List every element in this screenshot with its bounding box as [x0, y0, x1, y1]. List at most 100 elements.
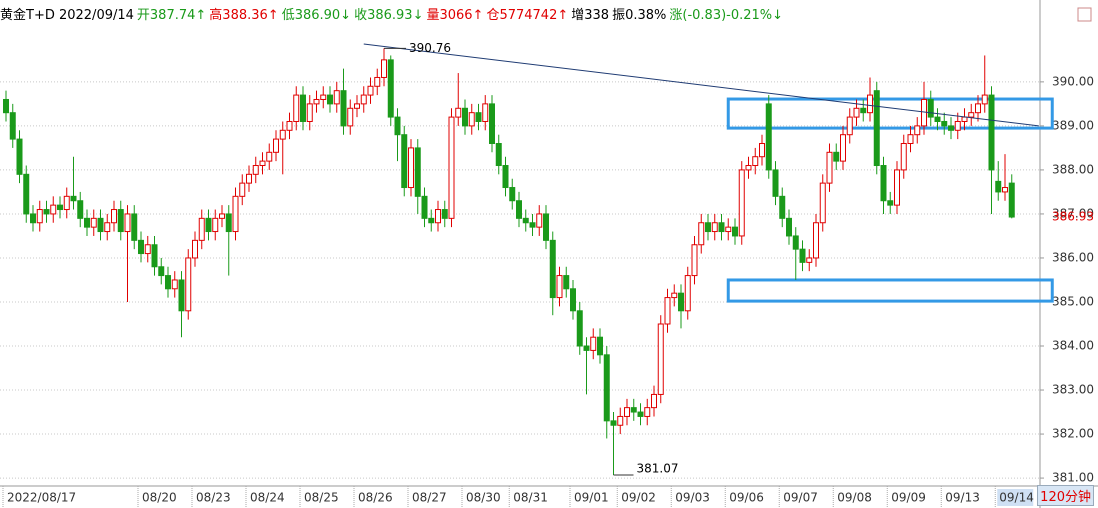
- candle-body: [961, 116, 968, 122]
- candle-body: [293, 94, 300, 122]
- candle-body: [495, 143, 502, 167]
- candle-body: [765, 103, 772, 171]
- y-tick-label: 386.00: [1052, 250, 1094, 264]
- candle-body: [57, 204, 63, 211]
- candle-body: [374, 76, 381, 87]
- candle-body: [806, 257, 813, 263]
- candle-body: [1008, 182, 1015, 218]
- candle-body: [745, 165, 752, 171]
- candle-body: [421, 195, 428, 219]
- candle-body: [813, 222, 819, 259]
- x-tick-label: 08/25: [304, 491, 339, 505]
- candle-body: [624, 407, 630, 417]
- candle-body: [718, 222, 725, 233]
- candle-body: [475, 112, 482, 122]
- candle-body: [981, 94, 988, 105]
- header: 黄金T+D 2022/09/14 开387.74↑ 高388.36↑ 低386.90↓…: [0, 4, 786, 23]
- candle-body: [489, 103, 495, 145]
- min-label: 381.07: [637, 461, 679, 475]
- candle-body: [914, 125, 921, 136]
- header-item: 黄金T+D 2022/09/14: [0, 8, 134, 23]
- candle-body: [522, 217, 529, 224]
- y-tick-label: 382.00: [1052, 427, 1094, 441]
- candle-body: [313, 98, 320, 105]
- candle-body: [583, 345, 590, 351]
- candle-body: [563, 275, 570, 290]
- candle-body: [468, 112, 475, 127]
- candle-body: [590, 336, 597, 351]
- candle-body: [333, 90, 340, 105]
- x-tick-label: 08/23: [196, 491, 231, 505]
- x-tick-label: 08/20: [142, 491, 177, 505]
- candle-body: [570, 288, 576, 312]
- candle-body: [225, 213, 232, 233]
- candle-body: [124, 213, 131, 233]
- candle-body: [536, 213, 543, 228]
- candle-body: [84, 217, 90, 228]
- y-tick-label: 388.00: [1052, 162, 1094, 176]
- header-item: 开387.74↑: [136, 8, 207, 23]
- candle-body: [1002, 187, 1008, 193]
- candle-body: [70, 195, 77, 202]
- candle-body: [23, 173, 30, 215]
- y-tick-label: 381.00: [1052, 471, 1094, 485]
- candle-body: [246, 173, 252, 184]
- candle-body: [833, 151, 840, 162]
- candle-body: [360, 94, 367, 105]
- x-tick-label: 2022/08/17: [7, 491, 76, 505]
- candle-body: [826, 151, 833, 184]
- candle-body: [678, 292, 684, 312]
- trend-line: [363, 43, 1039, 127]
- candle-body: [43, 209, 50, 215]
- candle-body: [502, 165, 509, 189]
- candle-body: [50, 204, 57, 215]
- candle-body: [455, 107, 462, 118]
- header-item: 仓5774742↑: [486, 8, 569, 23]
- candle-body: [644, 407, 651, 417]
- candle-body: [151, 244, 158, 268]
- y-tick-label: 383.00: [1052, 383, 1094, 397]
- period-button[interactable]: 120分钟: [1037, 485, 1094, 506]
- candle-body: [144, 244, 151, 255]
- candle-body: [219, 213, 225, 219]
- candle-body: [819, 182, 826, 224]
- candle-body: [381, 59, 387, 78]
- candle-body: [63, 195, 70, 211]
- candle-body: [543, 213, 549, 241]
- candle-body: [77, 200, 84, 219]
- candle-body: [171, 279, 178, 290]
- header-item: 高388.36↑: [209, 8, 279, 23]
- candle-body: [266, 151, 273, 162]
- candle-body: [448, 116, 455, 219]
- candle-body: [759, 143, 765, 158]
- candle-body: [482, 103, 489, 122]
- candle-body: [610, 420, 617, 426]
- candle-body: [948, 125, 954, 131]
- candle-body: [860, 107, 867, 114]
- header-item: 增338: [571, 8, 610, 23]
- candle-body: [630, 407, 637, 413]
- x-tick-label: 09/03: [675, 491, 710, 505]
- x-tick-label: 09/14: [999, 491, 1034, 505]
- candle-body: [664, 297, 671, 325]
- header-item: 低386.90↓: [281, 8, 352, 23]
- candle-body: [205, 217, 212, 233]
- candle-body: [867, 94, 873, 114]
- last-price-label: 386.93: [1052, 210, 1094, 224]
- candle-body: [529, 222, 536, 228]
- candle-body: [300, 94, 306, 122]
- zone-box: [726, 97, 1054, 130]
- candle-body: [387, 59, 394, 118]
- candle-body: [232, 195, 239, 233]
- candle-body: [394, 116, 401, 136]
- candle-body: [185, 257, 192, 312]
- candle-body: [995, 180, 1002, 193]
- x-tick-label: 09/06: [729, 491, 764, 505]
- candle-body: [158, 266, 165, 277]
- x-tick-label: 09/13: [945, 491, 980, 505]
- x-tick-label: 09/02: [621, 491, 656, 505]
- x-tick-label: 08/27: [412, 491, 447, 505]
- candle-body: [779, 195, 786, 219]
- candle-body: [907, 134, 914, 145]
